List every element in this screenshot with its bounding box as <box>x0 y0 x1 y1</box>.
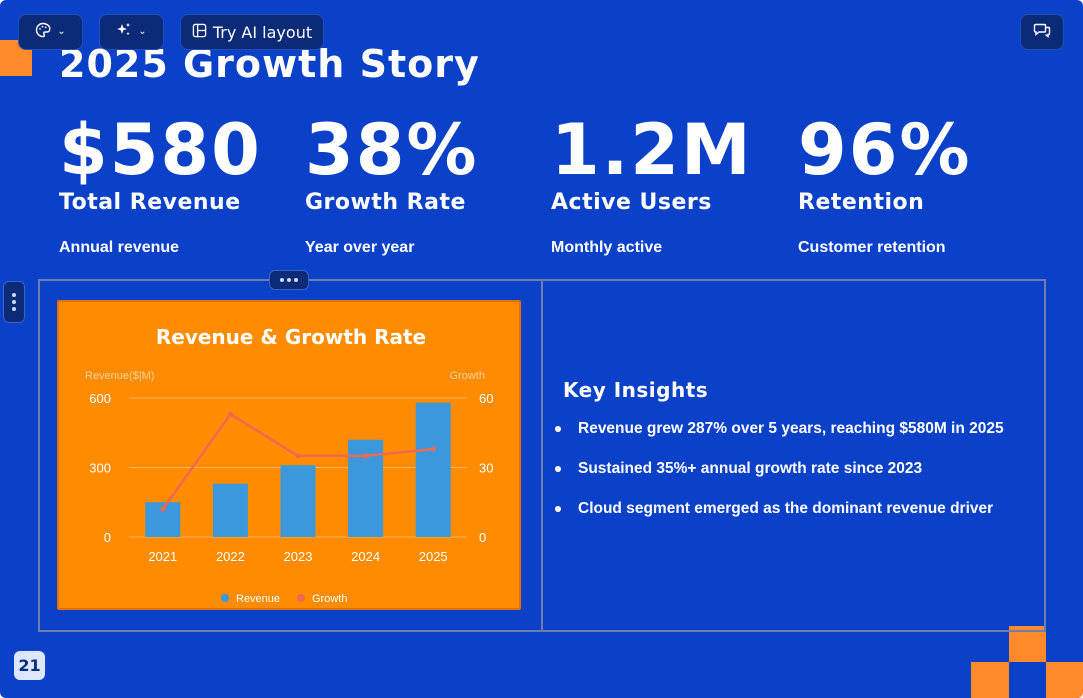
key-insights: Key Insights Revenue grew 287% over 5 ye… <box>555 378 1004 540</box>
y2-tick-label: 60 <box>479 391 493 406</box>
legend-marker-revenue <box>221 594 229 602</box>
point-growth <box>227 411 233 417</box>
bar-revenue <box>415 402 451 537</box>
list-item: Cloud segment emerged as the dominant re… <box>555 500 1004 540</box>
try-ai-layout-label: Try AI layout <box>212 22 313 42</box>
decor-square <box>1009 626 1046 662</box>
y2-tick-label: 0 <box>479 530 486 545</box>
y2-axis-label: Growth <box>450 370 485 382</box>
stat-value: 38% <box>305 112 479 191</box>
y2-tick-label: 30 <box>479 461 493 476</box>
stat-label: Active Users <box>551 190 712 215</box>
comment-icon <box>1033 21 1051 43</box>
stat-subtitle: Year over year <box>305 239 415 256</box>
point-growth <box>430 446 436 452</box>
try-ai-layout-button[interactable]: Try AI layout <box>180 14 324 50</box>
y-tick-label: 0 <box>104 530 111 545</box>
stat-subtitle: Customer retention <box>798 239 946 256</box>
chevron-down-icon: ⌄ <box>57 26 66 37</box>
stat-growth: 38% Growth Rate Year over year <box>305 112 545 257</box>
revenue-growth-chart: Revenue & Growth Rate Revenue($|M) Growth 0… <box>85 325 493 605</box>
theme-button[interactable]: ⌄ <box>18 14 83 50</box>
chart-title: Revenue & Growth Rate <box>156 325 426 349</box>
point-growth <box>295 453 301 459</box>
y-axis-label: Revenue($|M) <box>85 370 155 382</box>
chart-card[interactable]: Revenue & Growth Rate Revenue($|M) Growth 0… <box>57 300 521 610</box>
column-divider <box>541 279 543 632</box>
bar-revenue <box>280 465 316 537</box>
legend-label-growth: Growth <box>312 593 347 605</box>
drag-handle-horizontal[interactable] <box>269 270 309 290</box>
stat-value: 96% <box>798 112 972 191</box>
stat-subtitle: Monthly active <box>551 239 663 256</box>
list-item: Revenue grew 287% over 5 years, reaching… <box>555 420 1004 460</box>
stat-users: 1.2M Active Users Monthly active <box>551 112 791 257</box>
decor-square <box>1046 662 1083 698</box>
y-tick-label: 300 <box>89 461 111 476</box>
x-tick-label: 2025 <box>419 549 448 564</box>
stat-retention: 96% Retention Customer retention <box>798 112 1038 257</box>
x-tick-label: 2021 <box>148 549 177 564</box>
stat-revenue: $580 Total Revenue Annual revenue <box>59 112 299 257</box>
sparkles-icon <box>116 22 132 42</box>
list-item: Sustained 35%+ annual growth rate since … <box>555 460 1004 500</box>
insights-list: Revenue grew 287% over 5 years, reaching… <box>555 420 1004 540</box>
stat-label: Retention <box>798 190 925 215</box>
stat-label: Total Revenue <box>59 190 241 215</box>
decor-square <box>971 662 1009 698</box>
x-tick-label: 2023 <box>284 549 313 564</box>
y-tick-label: 600 <box>89 391 111 406</box>
stat-value: $580 <box>59 112 262 191</box>
stat-label: Growth Rate <box>305 190 466 215</box>
point-growth <box>160 506 166 512</box>
drag-handle-vertical[interactable] <box>3 281 25 323</box>
page-number: 21 <box>14 651 45 680</box>
point-growth <box>363 453 369 459</box>
comments-button[interactable] <box>1020 14 1064 50</box>
stat-subtitle: Annual revenue <box>59 239 180 256</box>
x-tick-label: 2024 <box>351 549 380 564</box>
insights-heading: Key Insights <box>563 378 709 402</box>
legend-label-revenue: Revenue <box>236 593 280 605</box>
bar-revenue <box>212 483 248 537</box>
x-tick-label: 2022 <box>216 549 245 564</box>
stat-value: 1.2M <box>551 112 753 191</box>
palette-icon <box>35 22 51 42</box>
legend-marker-growth <box>297 594 305 602</box>
ai-menu-button[interactable]: ⌄ <box>99 14 164 50</box>
layout-icon <box>192 23 207 42</box>
chevron-down-icon: ⌄ <box>138 26 147 37</box>
